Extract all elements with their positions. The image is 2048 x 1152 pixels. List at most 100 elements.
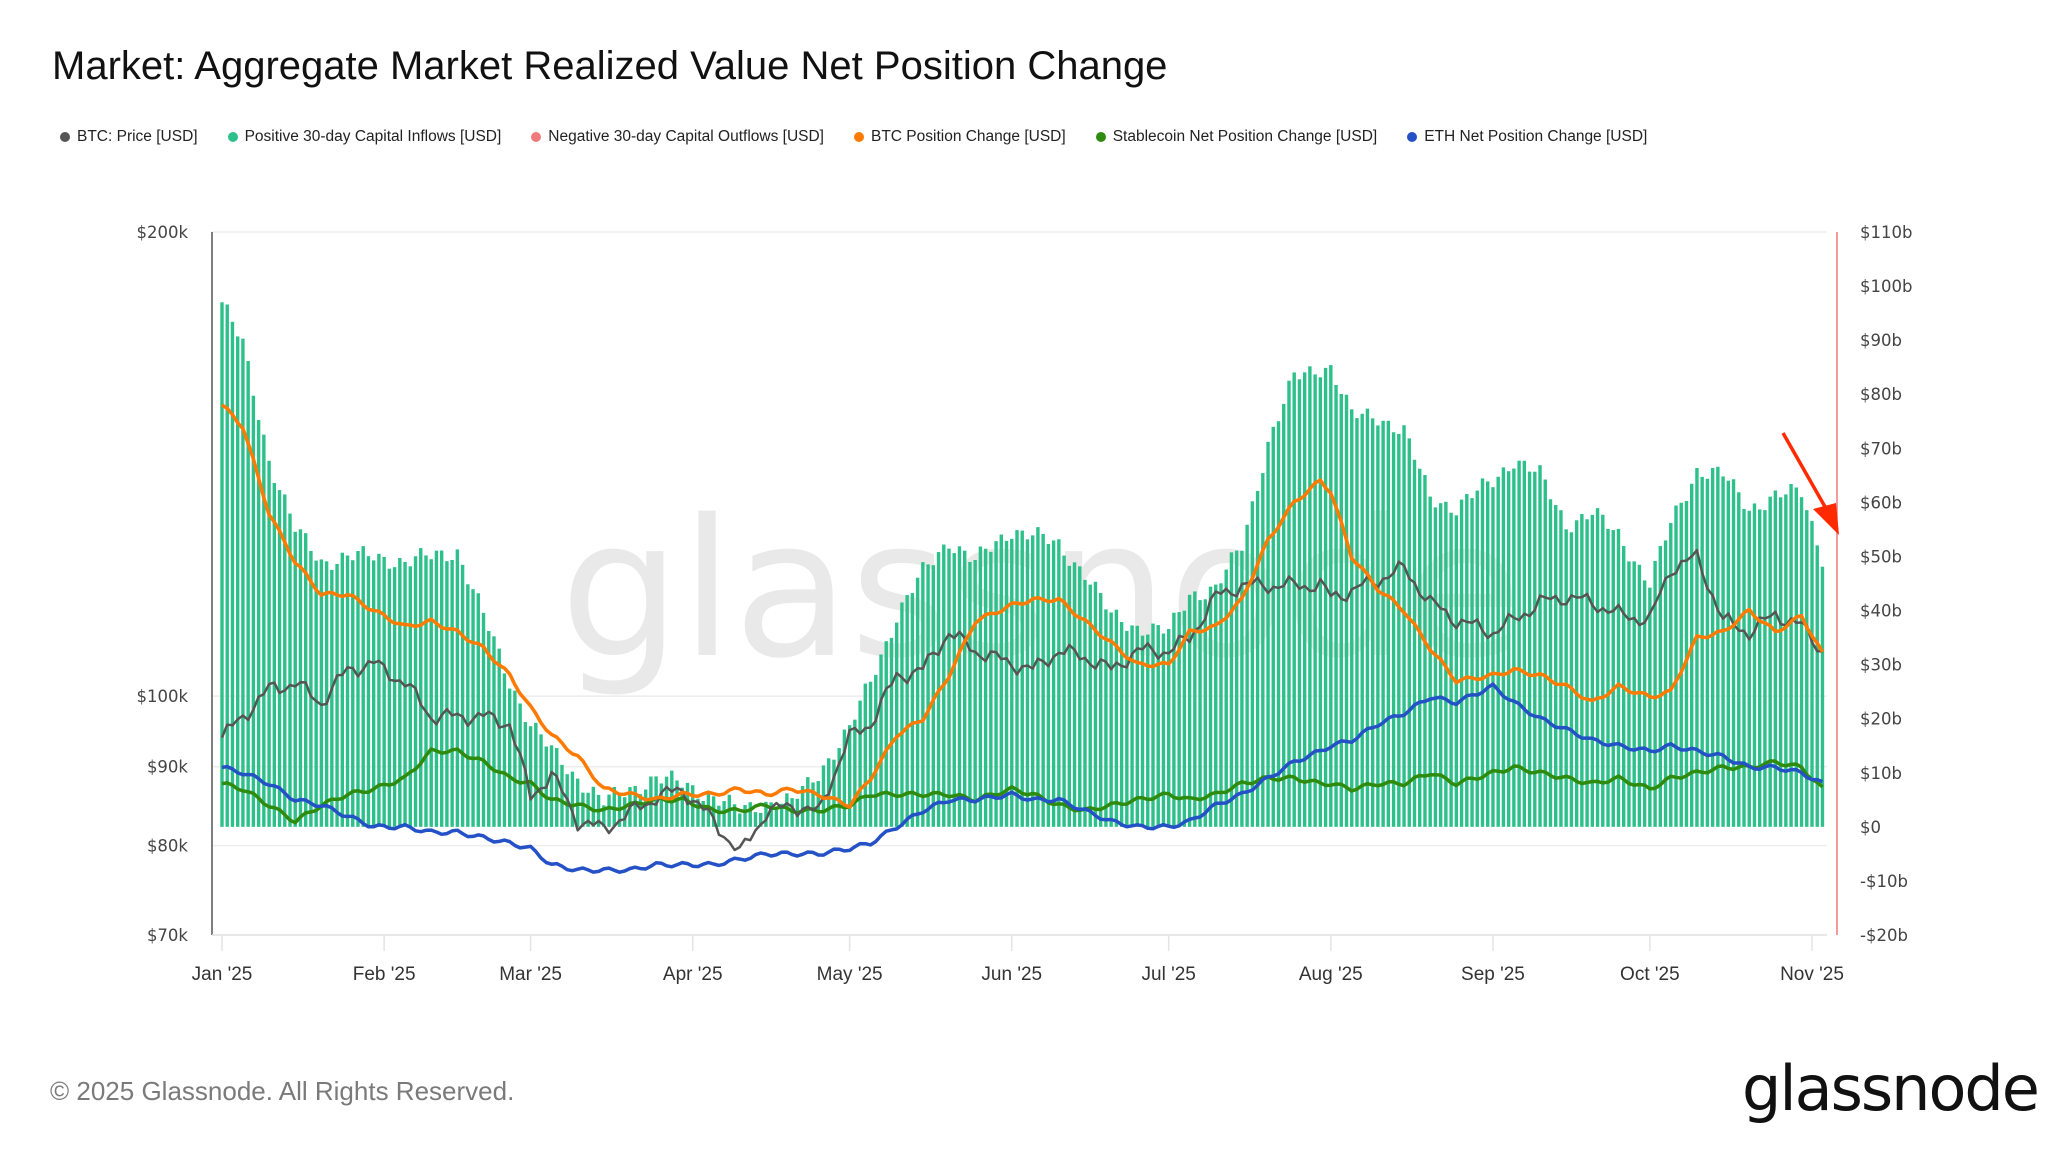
inflow-bar [1538, 465, 1542, 827]
inflow-bar [717, 805, 721, 827]
inflow-bar [1815, 545, 1819, 827]
right-tick-label: $30b [1860, 656, 1902, 675]
inflow-bar [1219, 583, 1223, 827]
inflow-bar [743, 805, 747, 827]
inflow-bar [1595, 508, 1600, 827]
inflow-bar [1282, 403, 1286, 827]
inflow-bar [1276, 421, 1281, 827]
x-tick-label: Apr '25 [663, 964, 723, 985]
right-tick-label: $0 [1860, 818, 1881, 837]
inflow-bar [303, 533, 308, 827]
copyright: © 2025 Glassnode. All Rights Reserved. [50, 1076, 515, 1106]
inflow-bar [1391, 432, 1396, 827]
inflow-bar [1041, 533, 1045, 827]
inflow-bar [1386, 420, 1391, 827]
legend-item-eth-change[interactable]: ETH Net Position Change [USD] [1407, 128, 1647, 146]
inflow-bar [1360, 413, 1364, 827]
inflow-bar [968, 561, 972, 827]
inflow-bar [1737, 492, 1741, 827]
inflow-bar [1072, 562, 1077, 827]
inflow-bar [1057, 539, 1061, 827]
legend-label: Negative 30-day Capital Outflows [USD] [548, 128, 824, 145]
inflow-bar [1658, 546, 1663, 827]
inflow-bar [1402, 425, 1406, 827]
inflow-bar [497, 648, 501, 827]
inflow-bar [1198, 600, 1202, 827]
inflow-bar [785, 793, 789, 827]
right-tick-label: $10b [1860, 764, 1902, 783]
left-tick-label: $70k [147, 926, 188, 945]
inflow-bar [1255, 490, 1260, 827]
inflow-bar [895, 622, 899, 827]
inflow-bar [560, 764, 564, 827]
inflow-bar [1266, 441, 1270, 827]
inflow-bar [1438, 503, 1443, 827]
inflow-bar [471, 589, 475, 827]
inflow-bar [1799, 497, 1804, 827]
inflow-bar [738, 813, 742, 827]
inflow-bar [1004, 540, 1009, 827]
inflow-bar [241, 338, 245, 827]
legend-item-btc-position-change[interactable]: BTC Position Change [USD] [853, 128, 1066, 146]
inflow-bar [1559, 510, 1563, 827]
inflow-bar [638, 794, 643, 827]
inflow-bar [748, 802, 752, 827]
inflow-bar [298, 529, 303, 827]
inflow-bar [1046, 543, 1051, 827]
inflow-bar [1784, 494, 1788, 827]
series-line-stablecoin-net-position-change-usd [221, 747, 1824, 825]
inflow-bar [732, 804, 737, 827]
inflow-bar [1308, 366, 1312, 827]
legend-label: BTC Position Change [USD] [870, 128, 1066, 145]
inflow-bar [675, 780, 679, 827]
inflow-bar [1805, 510, 1809, 827]
legend-item-positive-inflows[interactable]: Positive 30-day Capital Inflows [USD] [227, 128, 502, 146]
inflow-bar [549, 745, 554, 827]
inflow-bar [1648, 587, 1652, 827]
inflow-bar [1810, 520, 1814, 827]
inflow-bar [1574, 520, 1579, 827]
inflow-bar [246, 361, 250, 827]
inflow-bar [1062, 555, 1066, 827]
inflow-bar [832, 759, 836, 827]
legend-label: Positive 30-day Capital Inflows [USD] [244, 128, 502, 145]
annotation-arrow [1781, 432, 1839, 535]
inflow-bar [1161, 633, 1166, 827]
inflow-bar [1637, 564, 1642, 827]
inflow-bar [1679, 502, 1683, 827]
inflow-bar [356, 551, 360, 827]
inflow-bar [283, 494, 287, 827]
series-line-btc-position-change-usd [221, 403, 1824, 809]
legend-item-btc-price[interactable]: BTC: Price [USD] [60, 128, 198, 146]
inflow-bar [1501, 467, 1506, 827]
inflow-bar [1449, 512, 1453, 827]
inflow-bar [1020, 530, 1024, 827]
inflow-bar [1203, 599, 1207, 827]
inflow-bar [1051, 540, 1056, 827]
inflow-bar [1669, 522, 1673, 827]
inflow-bar [1182, 610, 1187, 827]
inflow-bar [235, 336, 240, 827]
inflow-bar [1585, 519, 1589, 827]
inflow-bar [1297, 379, 1302, 827]
inflow-bar [371, 560, 376, 827]
inflow-bar [879, 654, 883, 827]
inflow-bar [534, 722, 538, 827]
inflow-bar [1773, 490, 1778, 827]
inflow-bar [1067, 565, 1072, 827]
inflow-bar [1459, 499, 1464, 827]
inflow-bar [1323, 367, 1328, 827]
inflow-bar [1486, 481, 1490, 827]
inflow-bar [1193, 591, 1197, 827]
inflow-bar [476, 593, 480, 827]
inflow-bar [1731, 479, 1736, 827]
right-tick-label: $70b [1860, 439, 1902, 458]
inflow-bar [1778, 497, 1783, 827]
inflow-bar [277, 490, 282, 827]
inflow-bar [1512, 468, 1516, 827]
inflow-bar [1606, 528, 1610, 827]
inflow-bar [1245, 524, 1249, 827]
legend-item-negative-outflows[interactable]: Negative 30-day Capital Outflows [USD] [531, 128, 824, 146]
legend-item-stablecoin-change[interactable]: Stablecoin Net Position Change [USD] [1095, 128, 1377, 146]
inflow-bar [1397, 433, 1401, 827]
